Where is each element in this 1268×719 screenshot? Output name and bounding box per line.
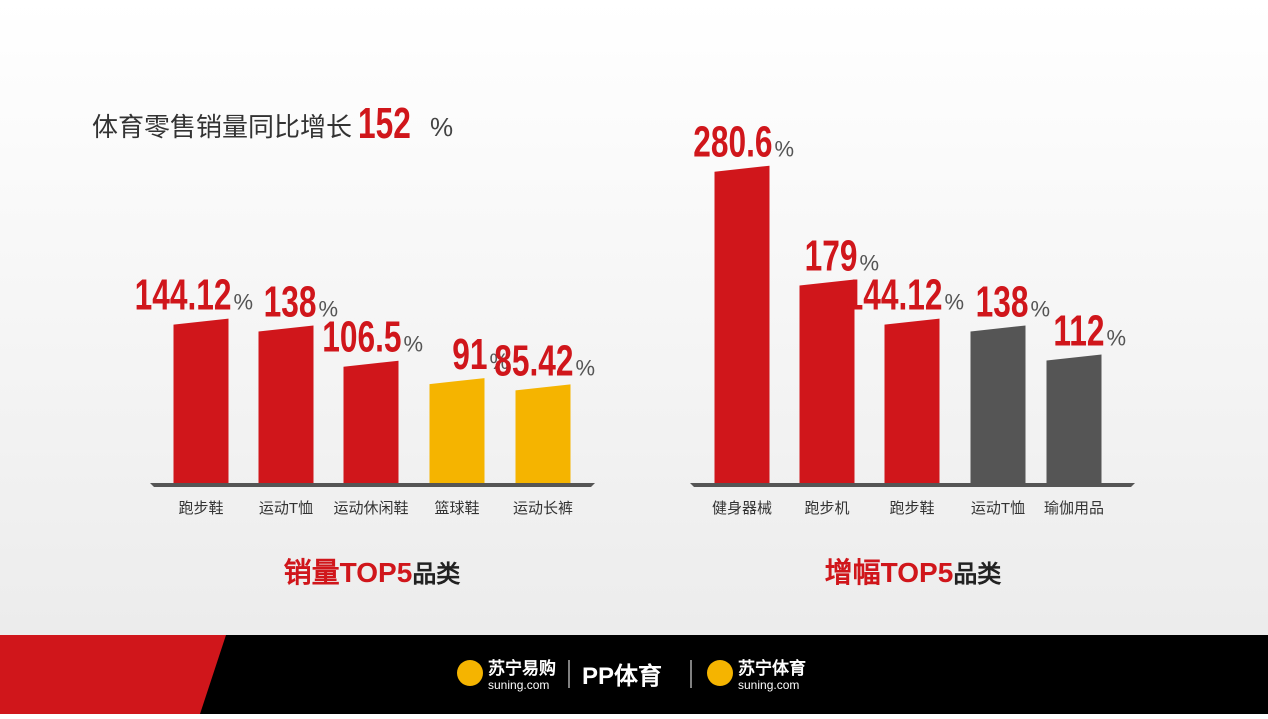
- value-unit: %: [319, 296, 339, 321]
- value-unit: %: [775, 137, 795, 162]
- category-label: 瑜伽用品: [1044, 500, 1104, 517]
- category-label: 健身器械: [712, 500, 772, 517]
- chart-title: 增幅TOP5品类: [825, 557, 1003, 588]
- brand-icon: [707, 660, 733, 686]
- brand-domain: suning.com: [738, 678, 799, 692]
- footer-accent: [0, 635, 226, 714]
- bar: [884, 318, 940, 483]
- category-label: 运动T恤: [971, 500, 1025, 517]
- value-label: 91: [452, 330, 487, 379]
- bar: [970, 325, 1026, 483]
- bar: [343, 360, 399, 483]
- value-unit: %: [576, 355, 596, 380]
- bar: [714, 165, 770, 483]
- headline-unit: %: [430, 112, 453, 142]
- category-label: 运动休闲鞋: [333, 500, 408, 517]
- value-unit: %: [860, 251, 880, 276]
- value-label: 179: [805, 231, 858, 280]
- brand-icon: [457, 660, 483, 686]
- bar: [515, 384, 571, 483]
- chart-title-main: 销量TOP5: [284, 557, 413, 588]
- headline-value: 152: [358, 99, 411, 148]
- baseline: [690, 483, 1135, 487]
- headline-text: 体育零售销量同比增长: [92, 112, 352, 142]
- brand-name: 苏宁易购: [488, 658, 556, 678]
- value-label: 138: [976, 277, 1029, 326]
- bar: [799, 279, 855, 483]
- value-label: 106.5: [322, 313, 401, 362]
- chart-title: 销量TOP5品类: [284, 557, 462, 588]
- value-label: 112: [1053, 307, 1104, 356]
- brand-name: PP体育: [582, 662, 662, 690]
- category-label: 跑步鞋: [178, 500, 223, 517]
- value-label: 280.6: [693, 118, 772, 167]
- value-unit: %: [234, 290, 254, 315]
- category-label: 运动T恤: [259, 500, 313, 517]
- category-label: 跑步鞋: [889, 500, 934, 517]
- baseline: [150, 483, 595, 487]
- chart-title-suffix: 品类: [412, 561, 461, 588]
- category-label: 跑步机: [804, 500, 849, 517]
- value-unit: %: [1107, 326, 1127, 351]
- brand-domain: suning.com: [488, 678, 549, 692]
- bar: [173, 318, 229, 483]
- value-unit: %: [1031, 296, 1051, 321]
- value-label: 138: [264, 277, 317, 326]
- background: [0, 0, 1268, 635]
- value-label: 85.42: [494, 336, 573, 385]
- category-label: 运动长裤: [513, 500, 573, 517]
- category-label: 篮球鞋: [434, 499, 479, 517]
- value-unit: %: [945, 290, 965, 315]
- value-unit: %: [490, 349, 510, 374]
- chart-title-main: 增幅TOP5: [825, 557, 954, 588]
- bar: [429, 378, 485, 483]
- bar: [258, 325, 314, 483]
- brand-name: 苏宁体育: [738, 658, 806, 678]
- value-label: 144.12: [135, 271, 232, 320]
- chart-title-suffix: 品类: [953, 561, 1002, 588]
- value-label: 144.12: [846, 271, 943, 320]
- value-unit: %: [404, 332, 424, 357]
- bar: [1046, 354, 1102, 483]
